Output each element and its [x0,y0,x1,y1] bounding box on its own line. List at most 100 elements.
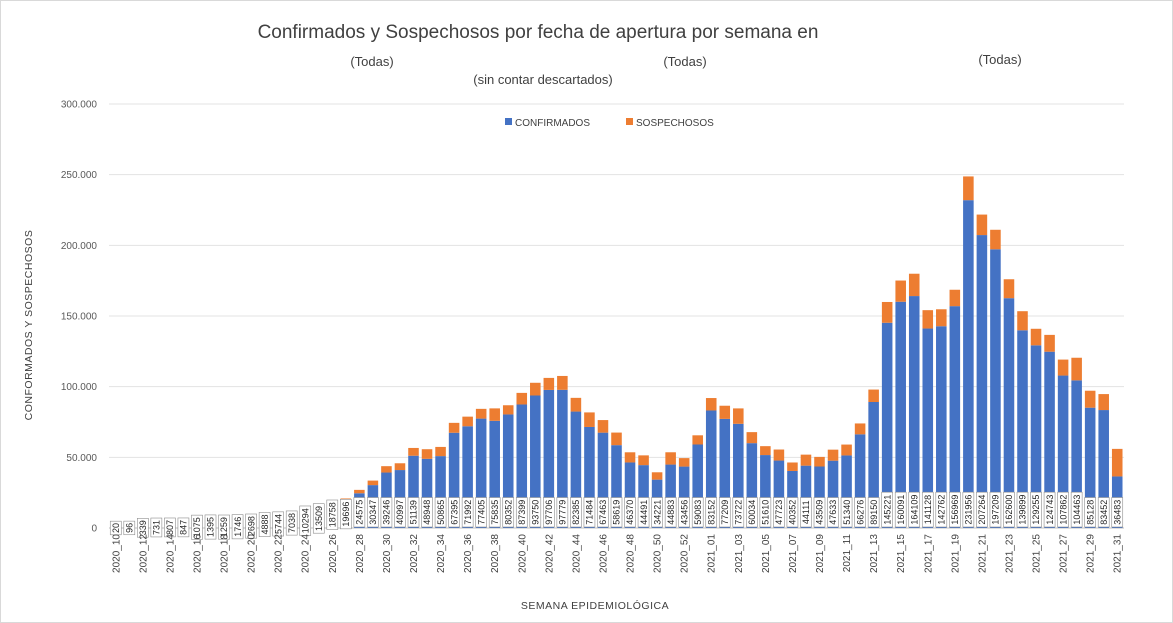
data-label: 51139 [407,497,420,528]
data-label: 43456 [678,497,690,528]
data-label-box [935,491,948,528]
data-label-text: 18758 [328,502,338,527]
data-label-text: 67463 [598,500,608,525]
data-label: 44111 [800,497,812,528]
bar-sospechosos [881,301,893,323]
data-label-text: 7038 [287,513,297,533]
data-label: 10294 [299,505,312,536]
data-label-text: 85128 [1085,500,1095,525]
y-tick-label: 0 [91,524,97,535]
data-label-text: 129255 [1031,495,1041,525]
data-label-text: 44491 [639,500,649,525]
data-label: 71992 [461,497,474,528]
bar-sospechosos [963,176,974,201]
bar-sospechosos [394,463,406,471]
bar-confirmados [692,444,703,528]
x-tick-label: 2020_50 [653,534,664,573]
bar-sospechosos [814,456,825,467]
bar-sospechosos [1017,311,1028,331]
bar-sospechosos [733,408,744,424]
bar-sospechosos [665,452,676,465]
x-tick-label: 2021_11 [842,534,853,573]
bar-confirmados [1057,375,1069,528]
x-tick-label: 2021_19 [950,534,961,573]
data-label-box [664,497,677,528]
x-tick-label: 2020_10 [111,534,122,573]
y-tick-label: 150.000 [61,312,98,323]
data-label: 89150 [867,497,880,528]
data-label-text: 80352 [503,500,513,525]
bar-sospechosos [597,420,609,433]
data-label: 1259 [218,514,230,540]
data-label-text: 36483 [1112,500,1122,525]
bar-sospechosos [638,455,649,466]
page-filter-2: (Todas) [663,54,706,69]
data-label: 19696 [340,499,352,530]
bar-sospechosos [895,280,906,302]
y-tick-label: 200.000 [61,241,98,252]
data-label-box [312,503,325,534]
data-label-box [434,497,447,528]
data-label: 39246 [380,497,393,528]
data-label-box [624,497,636,528]
bar-confirmados [597,432,609,528]
data-label: 4888 [258,512,271,537]
data-label-box [231,514,244,540]
data-label-text: 66276 [855,500,865,525]
data-label-box [407,497,420,528]
data-label-box [543,497,555,528]
bar-sospechosos [584,412,595,427]
bar-sospechosos [692,435,703,445]
x-tick-label: 2021_07 [788,534,799,573]
data-label-text: 46370 [625,500,635,525]
x-tick-label: 2021_01 [707,534,718,573]
data-label-text: 77209 [720,500,730,525]
bar-confirmados [665,464,676,528]
bar-confirmados [990,249,1001,528]
data-label: 73722 [732,497,745,528]
data-label-box [949,491,961,528]
data-label-text: 142762 [937,495,947,525]
data-label: 141128 [921,491,934,528]
data-label-text: 93750 [531,500,541,525]
data-label: 34221 [651,497,663,528]
data-label-box [461,497,474,528]
data-label-text: 1395 [206,517,216,537]
data-label: 13509 [312,503,325,534]
data-label: 96 [123,520,136,536]
data-label-text: 47633 [828,500,838,525]
x-tick-label: 2020_20 [247,534,258,573]
legend-swatch-confirmados [505,118,512,125]
bar-confirmados [421,458,433,528]
x-tick-label: 2021_27 [1059,534,1070,573]
data-label: 807 [164,517,176,538]
data-label-text: 59083 [693,500,703,525]
data-label: 139899 [1016,491,1029,528]
bar-sospechosos [719,405,731,419]
data-label-box [813,497,826,528]
data-label: 2698 [245,513,257,539]
bar-confirmados [827,460,839,528]
data-label: 107862 [1057,491,1069,528]
data-label-text: 67395 [449,500,459,525]
bar-sospechosos [1003,279,1015,299]
data-label: 48948 [421,497,433,528]
x-tick-label: 2021_21 [977,534,988,573]
data-label: 93750 [529,497,542,528]
data-label-text: 83152 [706,500,716,525]
bar-confirmados [530,395,541,528]
data-label-box [786,497,799,528]
bar-sospechosos [908,273,920,297]
data-label: 40352 [786,497,799,528]
data-label-text: 20 [111,523,121,533]
bar-sospechosos [624,452,636,463]
data-label-box [502,497,515,528]
data-label-text: 162600 [1004,495,1014,525]
x-tick-label: 2020_42 [544,534,555,573]
data-label-box [353,497,366,528]
x-tick-label: 2020_46 [598,534,609,573]
data-label-text: 197209 [991,495,1001,525]
x-tick-label: 2020_44 [571,534,582,573]
data-label: 67395 [448,497,460,528]
x-tick-label: 2021_31 [1113,534,1124,573]
